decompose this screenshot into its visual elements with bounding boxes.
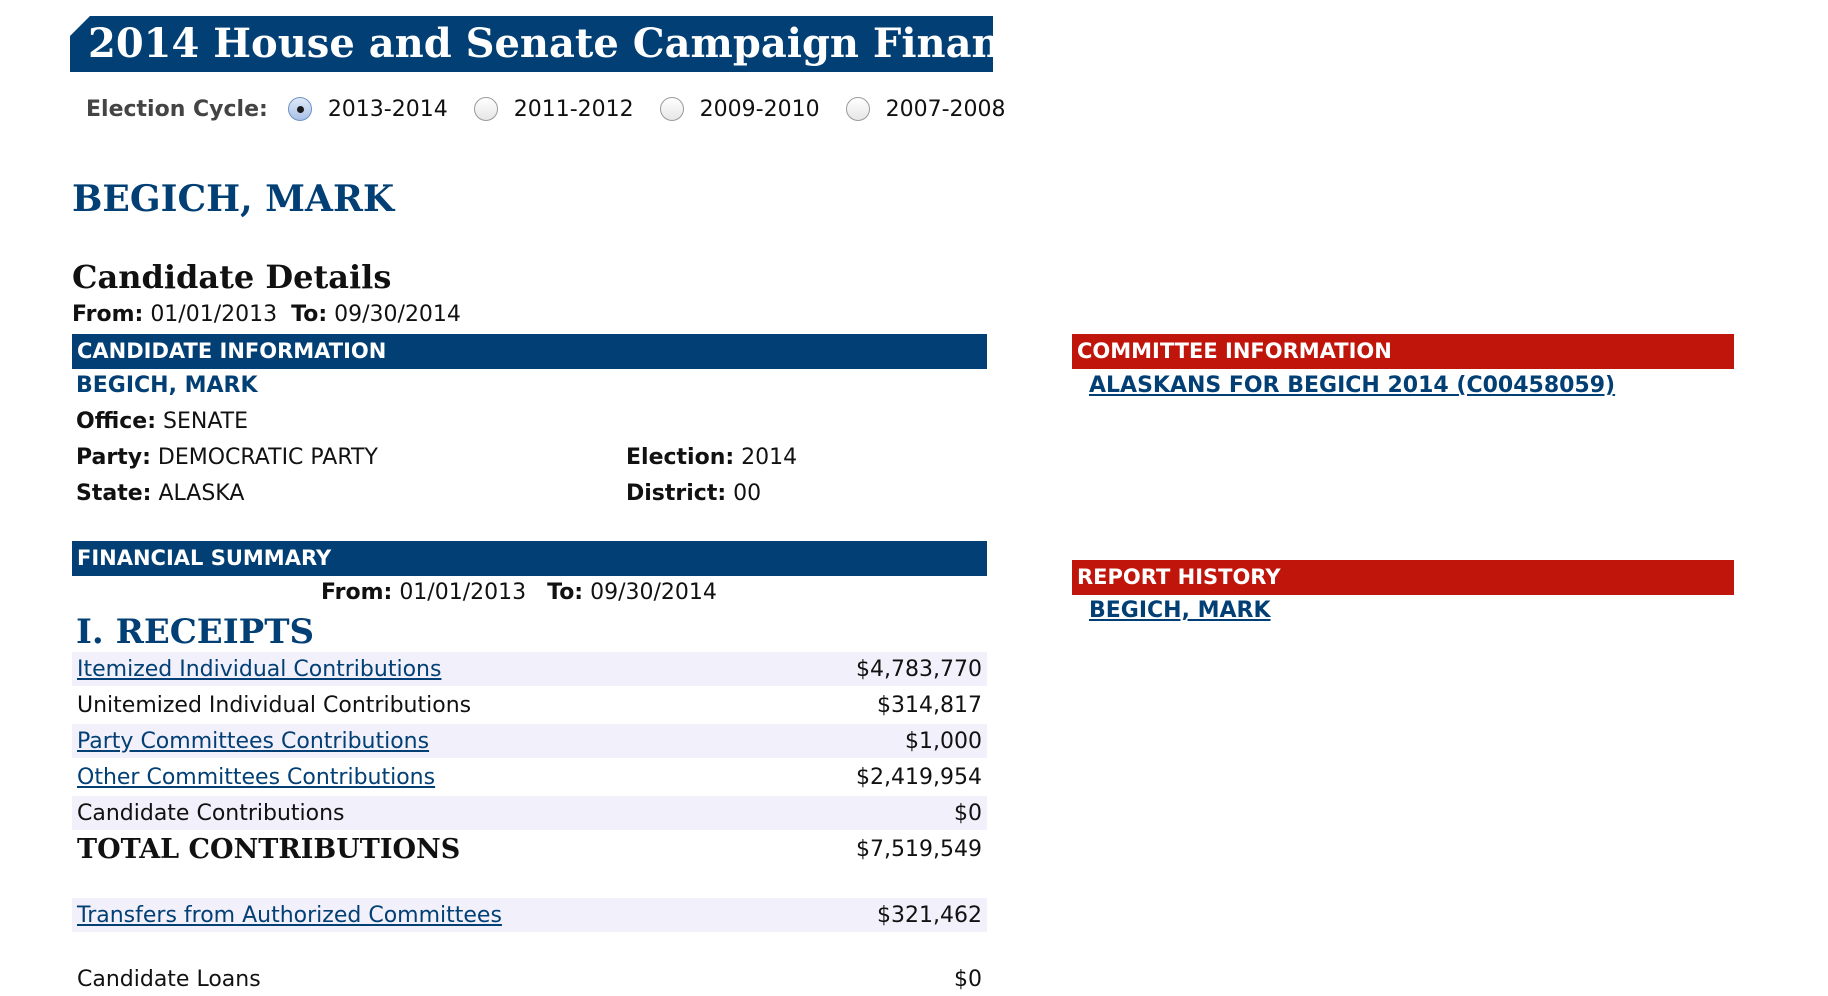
cycle-option-label: 2009-2010 <box>699 96 820 122</box>
from-date: 01/01/2013 <box>399 580 527 605</box>
receipts-section-title: I. RECEIPTS <box>76 612 315 652</box>
row-value: $1,000 <box>905 728 982 754</box>
party-committees-contributions-link[interactable]: Party Committees Contributions <box>77 728 430 754</box>
state-field: State: ALASKA <box>76 481 244 506</box>
page-title: 2014 House and Senate Campaign Finance <box>88 20 1051 67</box>
table-row: Other Committees Contributions $2,419,95… <box>72 760 987 794</box>
table-row: Candidate Contributions $0 <box>72 796 987 830</box>
election-cycle-label: Election Cycle: <box>86 96 268 122</box>
to-label: To: <box>291 302 328 327</box>
election-field: Election: 2014 <box>626 445 797 470</box>
row-label: Candidate Loans <box>77 966 261 992</box>
other-committees-contributions-link[interactable]: Other Committees Contributions <box>77 764 436 790</box>
office-label: Office: <box>76 409 156 434</box>
table-row: Transfers from Authorized Committees $32… <box>72 898 987 932</box>
radio-button[interactable] <box>473 97 498 121</box>
election-value: 2014 <box>741 445 798 470</box>
row-value: $0 <box>954 800 982 826</box>
office-field: Office: SENATE <box>76 409 248 434</box>
committee-link-wrapper: ALASKANS FOR BEGICH 2014 (C00458059) <box>1089 373 1615 398</box>
state-value: ALASKA <box>158 481 245 506</box>
total-label: TOTAL CONTRIBUTIONS <box>77 833 461 865</box>
office-value: SENATE <box>163 409 249 434</box>
radio-button[interactable] <box>845 97 870 121</box>
party-field: Party: DEMOCRATIC PARTY <box>76 445 378 470</box>
candidate-info-name: BEGICH, MARK <box>76 373 258 398</box>
party-label: Party: <box>76 445 151 470</box>
election-cycle-selector: Election Cycle: 2013-2014 2011-2012 2009… <box>86 92 1032 126</box>
election-label: Election: <box>626 445 735 470</box>
to-label: To: <box>547 580 584 605</box>
radio-button-checked[interactable] <box>287 97 312 121</box>
from-label: From: <box>321 580 393 605</box>
report-history-link-wrapper: BEGICH, MARK <box>1089 598 1271 623</box>
district-label: District: <box>626 481 727 506</box>
cycle-option-2013-2014[interactable]: 2013-2014 <box>287 96 448 122</box>
from-label: From: <box>72 302 144 327</box>
party-value: DEMOCRATIC PARTY <box>157 445 378 470</box>
row-value: $2,419,954 <box>856 764 982 790</box>
district-value: 00 <box>733 481 762 506</box>
transfers-authorized-committees-link[interactable]: Transfers from Authorized Committees <box>77 902 502 928</box>
committee-link[interactable]: ALASKANS FOR BEGICH 2014 (C00458059) <box>1089 373 1616 398</box>
cycle-option-label: 2011-2012 <box>513 96 634 122</box>
candidate-details-dates: From: 01/01/2013 To: 09/30/2014 <box>72 302 461 327</box>
district-field: District: 00 <box>626 481 761 506</box>
candidate-name-heading: BEGICH, MARK <box>72 178 395 220</box>
table-row: Unitemized Individual Contributions $314… <box>72 688 987 722</box>
row-label: Candidate Contributions <box>77 800 345 826</box>
row-value: $321,462 <box>877 902 982 928</box>
row-value: $4,783,770 <box>856 656 982 682</box>
financial-summary-dates: From: 01/01/2013 To: 09/30/2014 <box>321 580 717 605</box>
table-row-cutoff: Candidate Loans $0 <box>72 962 987 996</box>
cycle-option-label: 2007-2008 <box>885 96 1006 122</box>
from-date: 01/01/2013 <box>150 302 278 327</box>
cycle-option-2009-2010[interactable]: 2009-2010 <box>659 96 820 122</box>
committee-information-header: COMMITTEE INFORMATION <box>1072 334 1734 369</box>
row-label: Unitemized Individual Contributions <box>77 692 472 718</box>
report-history-header: REPORT HISTORY <box>1072 560 1734 595</box>
report-history-link[interactable]: BEGICH, MARK <box>1089 598 1271 623</box>
row-value: $0 <box>954 966 982 992</box>
total-value: $7,519,549 <box>856 836 982 862</box>
cycle-option-2011-2012[interactable]: 2011-2012 <box>473 96 634 122</box>
cycle-option-label: 2013-2014 <box>327 96 448 122</box>
to-date: 09/30/2014 <box>590 580 717 605</box>
total-contributions-row: TOTAL CONTRIBUTIONS $7,519,549 <box>72 832 987 866</box>
table-row: Itemized Individual Contributions $4,783… <box>72 652 987 686</box>
row-value: $314,817 <box>877 692 982 718</box>
cycle-option-2007-2008[interactable]: 2007-2008 <box>845 96 1006 122</box>
candidate-details-title: Candidate Details <box>72 258 392 296</box>
page-banner: 2014 House and Senate Campaign Finance <box>70 16 1050 72</box>
state-label: State: <box>76 481 152 506</box>
to-date: 09/30/2014 <box>334 302 461 327</box>
financial-summary-header: FINANCIAL SUMMARY <box>72 541 987 576</box>
candidate-information-header: CANDIDATE INFORMATION <box>72 334 987 369</box>
table-row: Party Committees Contributions $1,000 <box>72 724 987 758</box>
itemized-individual-contributions-link[interactable]: Itemized Individual Contributions <box>77 656 442 682</box>
radio-button[interactable] <box>659 97 684 121</box>
